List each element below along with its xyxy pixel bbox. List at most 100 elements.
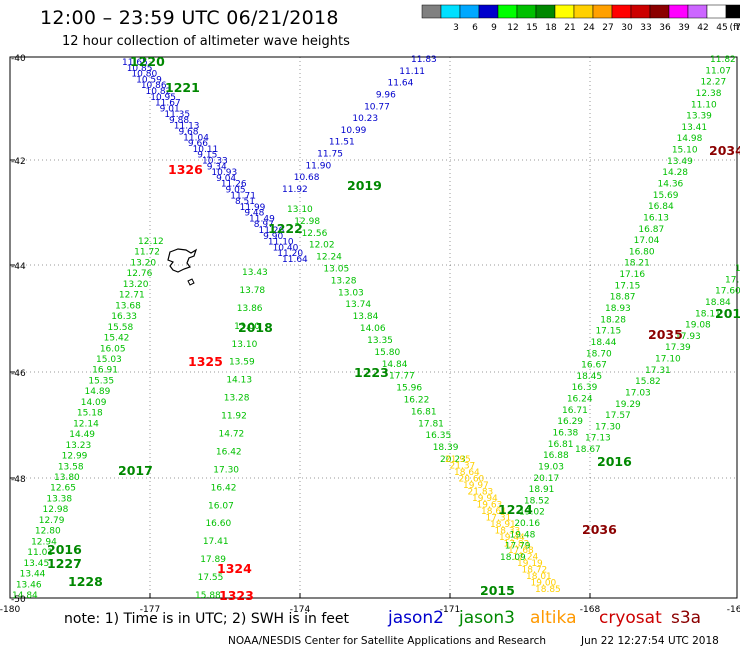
swh-value: 15.69 [653, 191, 679, 201]
legend-tick-label: 33 [640, 23, 651, 33]
swh-value: 13.49 [667, 157, 693, 167]
swh-value: 19.02 [519, 508, 545, 518]
map-subtitle: 12 hour collection of altimeter wave hei… [62, 34, 350, 49]
swh-value: 13.03 [338, 288, 364, 298]
swh-value: 11.07 [705, 66, 731, 76]
swh-value: 20.17 [533, 474, 559, 484]
swh-value: 16.05 [100, 344, 126, 354]
swh-value: 13.23 [65, 441, 91, 451]
legend-tick-label: 39 [678, 23, 690, 33]
pass-time-label: 1323 [219, 588, 254, 603]
swh-value: 13.68 [115, 301, 141, 311]
swh-value: 21.83 [468, 488, 494, 498]
swh-value: 11.10 [691, 100, 717, 110]
swh-value: 11.10 [268, 238, 294, 248]
swh-value: 13.80 [54, 473, 80, 483]
swh-value: 11.51 [329, 138, 355, 148]
swh-value: 17.16 [619, 270, 645, 280]
lat-label: -44 [11, 262, 26, 272]
swh-value: 10.86 [141, 81, 167, 91]
legend-swatch [478, 4, 499, 19]
swh-value: 10.99 [341, 126, 367, 136]
pass-time-label: 1220 [130, 54, 165, 69]
lat-label: -46 [11, 369, 26, 379]
swh-value: 11.26 [258, 226, 284, 236]
swh-value: 19.94 [472, 494, 498, 504]
swh-value: 16.71 [562, 406, 588, 416]
swh-value: 18.84 [705, 298, 731, 308]
swh-value: 17.15 [615, 281, 641, 291]
swh-value: 13.43 [242, 268, 268, 278]
swh-value: 13.74 [345, 300, 371, 310]
swh-value: 11.83 [411, 55, 437, 65]
swh-value: 13.58 [58, 462, 84, 472]
swh-value: 17.31 [486, 514, 512, 524]
legend-swatch [630, 4, 651, 19]
swh-value: 16.80 [629, 247, 655, 257]
swh-value: 18.67 [575, 445, 601, 455]
satellite-name-jason2: jason2 [388, 608, 444, 628]
map-note: note: 1) Time is in UTC; 2) SWH is in fe… [64, 611, 350, 627]
swh-value: 17.13 [585, 434, 611, 444]
swh-value: 17.89 [200, 555, 226, 565]
swh-value: 13.38 [46, 494, 72, 504]
swh-value: 13.20 [123, 280, 149, 290]
swh-value: 15.96 [396, 384, 422, 394]
swh-value: 9.68 [178, 128, 198, 138]
swh-value: 16.39 [572, 383, 598, 393]
swh-value: 17.57 [605, 411, 631, 421]
swh-value: 13.28 [331, 276, 357, 286]
swh-value: 13.39 [686, 112, 712, 122]
swh-value: 9.15 [197, 151, 217, 161]
swh-value: 17.6 [735, 264, 740, 274]
swh-value: 8.97 [254, 220, 274, 230]
swh-value: 15.82 [635, 377, 661, 387]
swh-value: 9.48 [244, 209, 264, 219]
axis-labels: -40 -42 -44 -46 -48 -50-180 -177 -174 -171 -168 -1… [0, 54, 740, 615]
swh-value: 20.23 [440, 455, 466, 465]
swh-value: 15.10 [672, 146, 698, 156]
swh-value: 14.06 [360, 324, 386, 334]
swh-value: 8.51 [235, 197, 255, 207]
swh-value: 16.91 [92, 366, 118, 376]
swh-value: 19.44 [499, 533, 525, 543]
swh-value: 17.15 [595, 327, 621, 337]
swh-value: 11.49 [249, 214, 275, 224]
swh-value: 15.18 [77, 409, 103, 419]
swh-value: 11.90 [305, 161, 331, 171]
swh-value: 12.24 [316, 253, 342, 263]
legend-swatch [554, 4, 575, 19]
swh-value: 18.28 [600, 315, 626, 325]
swh-value: 9.01 [160, 104, 180, 114]
satellite-name-s3a: s3a [671, 608, 702, 628]
swh-value: 16.07 [208, 501, 234, 511]
swh-value: 11.11 [399, 67, 425, 77]
swh-value: 18.64 [454, 468, 480, 478]
swh-value: 18.21 [624, 259, 650, 269]
swh-value: 10.82 [146, 87, 172, 97]
legend-unit: (ft) [729, 23, 740, 33]
swh-value: 16.81 [411, 407, 437, 417]
swh-value: 21.95 [445, 455, 471, 465]
lat-label: -48 [11, 475, 26, 485]
legend-swatch [668, 4, 689, 19]
pass-time-label: 2016 [597, 454, 632, 469]
swh-value: 17.04 [634, 236, 660, 246]
swh-value: 14.13 [226, 376, 252, 386]
swh-value: 9.04 [216, 174, 236, 184]
swh-value: 20.60 [459, 475, 485, 485]
pass-time-label: 1224 [498, 502, 533, 517]
swh-value: 17.30 [213, 465, 239, 475]
swh-value: 13.59 [229, 358, 255, 368]
swh-value: 10.95 [150, 93, 176, 103]
lon-label: -168 [580, 605, 601, 615]
swh-value: 12.65 [50, 484, 76, 494]
swh-value: 18.33 [495, 527, 521, 537]
swh-value: 11.65 [122, 58, 148, 68]
swh-value: 10.68 [294, 173, 320, 183]
legend-swatch [497, 4, 518, 19]
credit-line: NOAA/NESDIS Center for Satellite Applica… [228, 635, 546, 647]
swh-value: 10.59 [136, 75, 162, 85]
swh-value: 11.72 [134, 248, 160, 258]
swh-value: 12.80 [35, 527, 61, 537]
